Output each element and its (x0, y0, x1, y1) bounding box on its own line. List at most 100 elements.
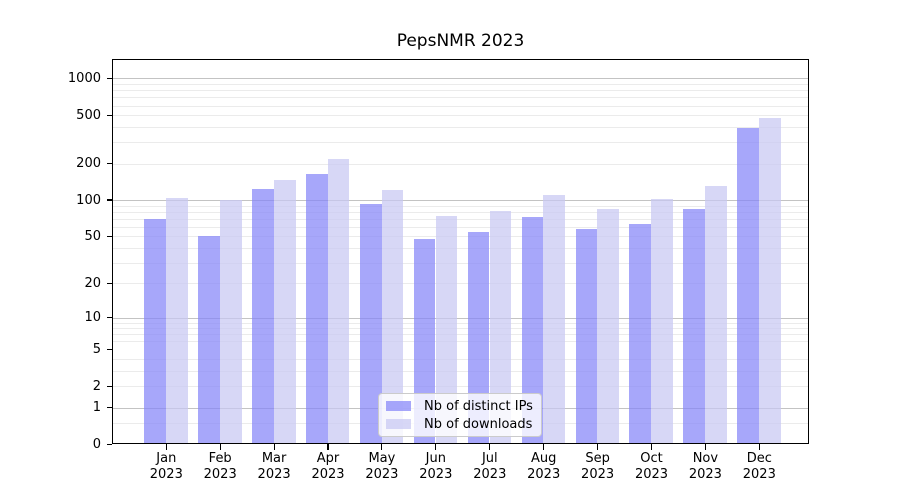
bar-distinct-ips-oct (629, 224, 652, 444)
x-tick-label-year: 2023 (149, 466, 183, 482)
chart-title: PepsNMR 2023 (396, 31, 525, 51)
x-tick (219, 444, 221, 450)
bar-distinct-ips-sep (575, 228, 598, 444)
y-tick-label: 500 (76, 107, 101, 123)
bar-distinct-ips-mar (252, 189, 274, 444)
x-tick-label: Jul 2023 (461, 451, 519, 482)
bar-downloads-jul (489, 211, 512, 444)
legend-label-distinct-ips: Nb of distinct IPs (424, 398, 533, 414)
x-tick-label: Feb 2023 (191, 451, 249, 482)
bar-downloads-feb (219, 200, 242, 444)
y-tick (106, 349, 113, 351)
legend-swatch-downloads (386, 418, 411, 430)
y-tick (106, 385, 113, 387)
x-tick-label-year: 2023 (581, 466, 615, 482)
y-tick-label: 5 (92, 342, 101, 358)
x-tick (650, 444, 653, 450)
x-tick-label: Oct 2023 (623, 451, 681, 482)
gridline-minor (112, 341, 809, 343)
gridline-minor (112, 283, 809, 285)
gridline-major (112, 200, 809, 201)
x-tick-label-year: 2023 (311, 466, 345, 482)
y-tick-label: 20 (84, 275, 101, 291)
gridline-minor (112, 226, 809, 228)
bar-downloads-nov (705, 186, 727, 444)
gridline-minor (112, 90, 809, 92)
gridline-minor (112, 247, 809, 249)
legend-label-downloads: Nb of downloads (424, 416, 533, 432)
gridline-minor (112, 328, 809, 330)
gridline-minor (112, 359, 809, 361)
x-tick-label: Nov 2023 (676, 451, 734, 482)
gridline-minor (112, 97, 809, 99)
x-tick (435, 444, 437, 450)
y-tick (106, 407, 113, 409)
bar-distinct-ips-nov (683, 208, 706, 444)
bar-downloads-may (381, 190, 404, 444)
x-tick (704, 444, 706, 450)
x-tick-label-year: 2023 (419, 466, 453, 482)
x-tick-label-year: 2023 (203, 466, 237, 482)
gridline-minor (112, 236, 809, 238)
gridline-minor (112, 142, 809, 144)
x-tick (543, 444, 545, 450)
y-tick-label: 50 (84, 228, 101, 244)
plot-area (112, 59, 809, 444)
x-tick-label-year: 2023 (688, 466, 722, 482)
bar-downloads-apr (327, 158, 350, 444)
y-tick (106, 199, 113, 201)
legend-swatch-distinct-ips (386, 400, 411, 412)
bar-downloads-dec (759, 117, 781, 444)
x-tick-label: May 2023 (353, 451, 411, 482)
x-tick (165, 444, 167, 450)
y-tick (106, 443, 113, 446)
y-tick (106, 235, 113, 237)
y-tick (106, 162, 113, 165)
gridline-minor (112, 205, 809, 207)
gridline-minor (112, 322, 809, 324)
y-tick (106, 316, 113, 319)
bar-distinct-ips-aug (521, 217, 544, 444)
y-tick-label: 100 (76, 192, 101, 208)
x-tick-label: Apr 2023 (299, 451, 357, 482)
bar-distinct-ips-feb (198, 236, 220, 444)
y-tick (106, 114, 113, 116)
bar-downloads-oct (651, 198, 673, 444)
x-tick (597, 444, 599, 450)
legend-item-downloads: Nb of downloads (386, 416, 541, 432)
x-tick-label: Sep 2023 (569, 451, 627, 482)
x-tick-label-year: 2023 (742, 466, 776, 482)
bar-distinct-ips-jan (144, 218, 166, 444)
bar-downloads-aug (543, 194, 566, 444)
legend-item-distinct-ips: Nb of distinct IPs (386, 398, 541, 414)
gridline-major (112, 78, 809, 80)
gridline-major (112, 317, 809, 319)
bar-distinct-ips-dec (737, 127, 759, 444)
x-tick (273, 444, 275, 450)
gridline-minor (112, 386, 809, 388)
gridline-minor (112, 262, 809, 264)
x-tick-label-year: 2023 (473, 466, 507, 482)
y-tick (106, 77, 113, 79)
x-tick-label-year: 2023 (257, 466, 291, 482)
bar-downloads-jun (435, 215, 458, 444)
bar-distinct-ips-jun (413, 239, 436, 444)
legend: Nb of distinct IPs Nb of downloads (378, 393, 542, 437)
gridline-minor (112, 115, 809, 117)
gridline-minor (112, 126, 809, 128)
bar-distinct-ips-apr (305, 174, 328, 444)
y-tick-label: 0 (92, 437, 101, 452)
x-tick (489, 444, 491, 450)
x-tick-label: Jun 2023 (407, 451, 465, 482)
x-tick-label: Dec 2023 (730, 451, 788, 482)
x-tick-label-year: 2023 (365, 466, 399, 482)
x-tick (381, 444, 383, 450)
x-tick (327, 444, 329, 450)
gridline-minor (112, 105, 809, 107)
x-tick (758, 444, 760, 450)
gridline-minor (112, 334, 809, 336)
x-tick-label-year: 2023 (634, 466, 669, 482)
bar-downloads-jan (166, 198, 188, 444)
x-tick-label: Aug 2023 (515, 451, 573, 482)
